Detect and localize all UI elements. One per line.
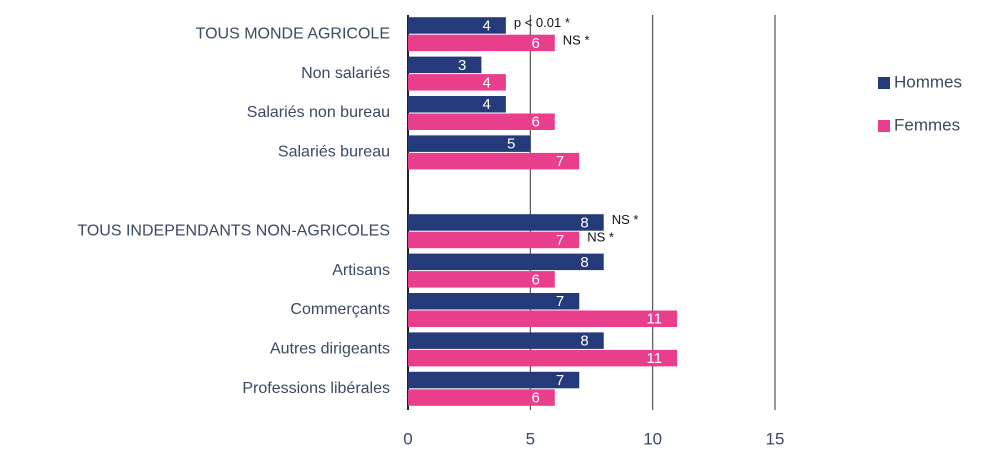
category-label: Commerçants xyxy=(290,301,390,318)
category-label: Autres dirigeants xyxy=(270,341,390,358)
bar xyxy=(408,389,555,406)
bar xyxy=(408,253,604,271)
value-label: 6 xyxy=(531,271,539,288)
value-label: 8 xyxy=(580,214,588,231)
bar xyxy=(408,332,604,349)
bar xyxy=(408,113,555,130)
bar xyxy=(408,293,580,310)
bar xyxy=(408,231,580,249)
value-label: 3 xyxy=(458,57,466,74)
category-label: TOUS MONDE AGRICOLE xyxy=(196,25,390,42)
value-label: 4 xyxy=(483,74,491,91)
legend-swatch xyxy=(878,77,890,89)
value-label: 4 xyxy=(483,17,491,34)
bar xyxy=(408,310,678,327)
bar xyxy=(408,371,580,389)
legend-swatch xyxy=(878,120,890,132)
value-label: 7 xyxy=(556,153,564,170)
bar xyxy=(408,214,604,231)
category-label: Non salariés xyxy=(301,65,390,82)
category-label: TOUS INDEPENDANTS NON-AGRICOLES xyxy=(77,222,390,239)
bar xyxy=(408,96,506,113)
bar xyxy=(408,152,580,170)
legend-label: Femmes xyxy=(894,115,960,134)
annotation: NS * xyxy=(587,229,614,244)
category-label: Artisans xyxy=(332,262,390,279)
value-label: 11 xyxy=(647,350,663,367)
value-label: 11 xyxy=(647,311,663,328)
value-label: 7 xyxy=(556,372,564,389)
bar xyxy=(408,34,555,52)
category-label: Salariés non bureau xyxy=(247,104,390,121)
category-label: Salariés bureau xyxy=(278,144,390,161)
x-tick-label: 0 xyxy=(403,429,412,448)
bar xyxy=(408,135,531,152)
value-label: 6 xyxy=(531,390,539,407)
value-label: 8 xyxy=(580,254,588,271)
value-label: 5 xyxy=(507,136,515,153)
bar xyxy=(408,56,482,74)
x-tick-label: 15 xyxy=(766,429,785,448)
annotation: NS * xyxy=(612,212,639,227)
category-label: Professions libérales xyxy=(242,380,390,397)
value-label: 6 xyxy=(531,35,539,52)
value-label: 8 xyxy=(580,333,588,350)
annotation: NS * xyxy=(563,32,590,47)
bar xyxy=(408,271,555,288)
annotation: p < 0.01 * xyxy=(514,15,570,30)
value-label: 7 xyxy=(556,293,564,310)
bar xyxy=(408,17,506,34)
value-label: 4 xyxy=(483,96,491,113)
x-tick-label: 10 xyxy=(643,429,662,448)
x-tick-label: 5 xyxy=(526,429,535,448)
legend-label: Hommes xyxy=(894,72,962,91)
bar xyxy=(408,74,506,91)
bar xyxy=(408,349,678,367)
value-label: 6 xyxy=(531,114,539,131)
value-label: 7 xyxy=(556,232,564,249)
